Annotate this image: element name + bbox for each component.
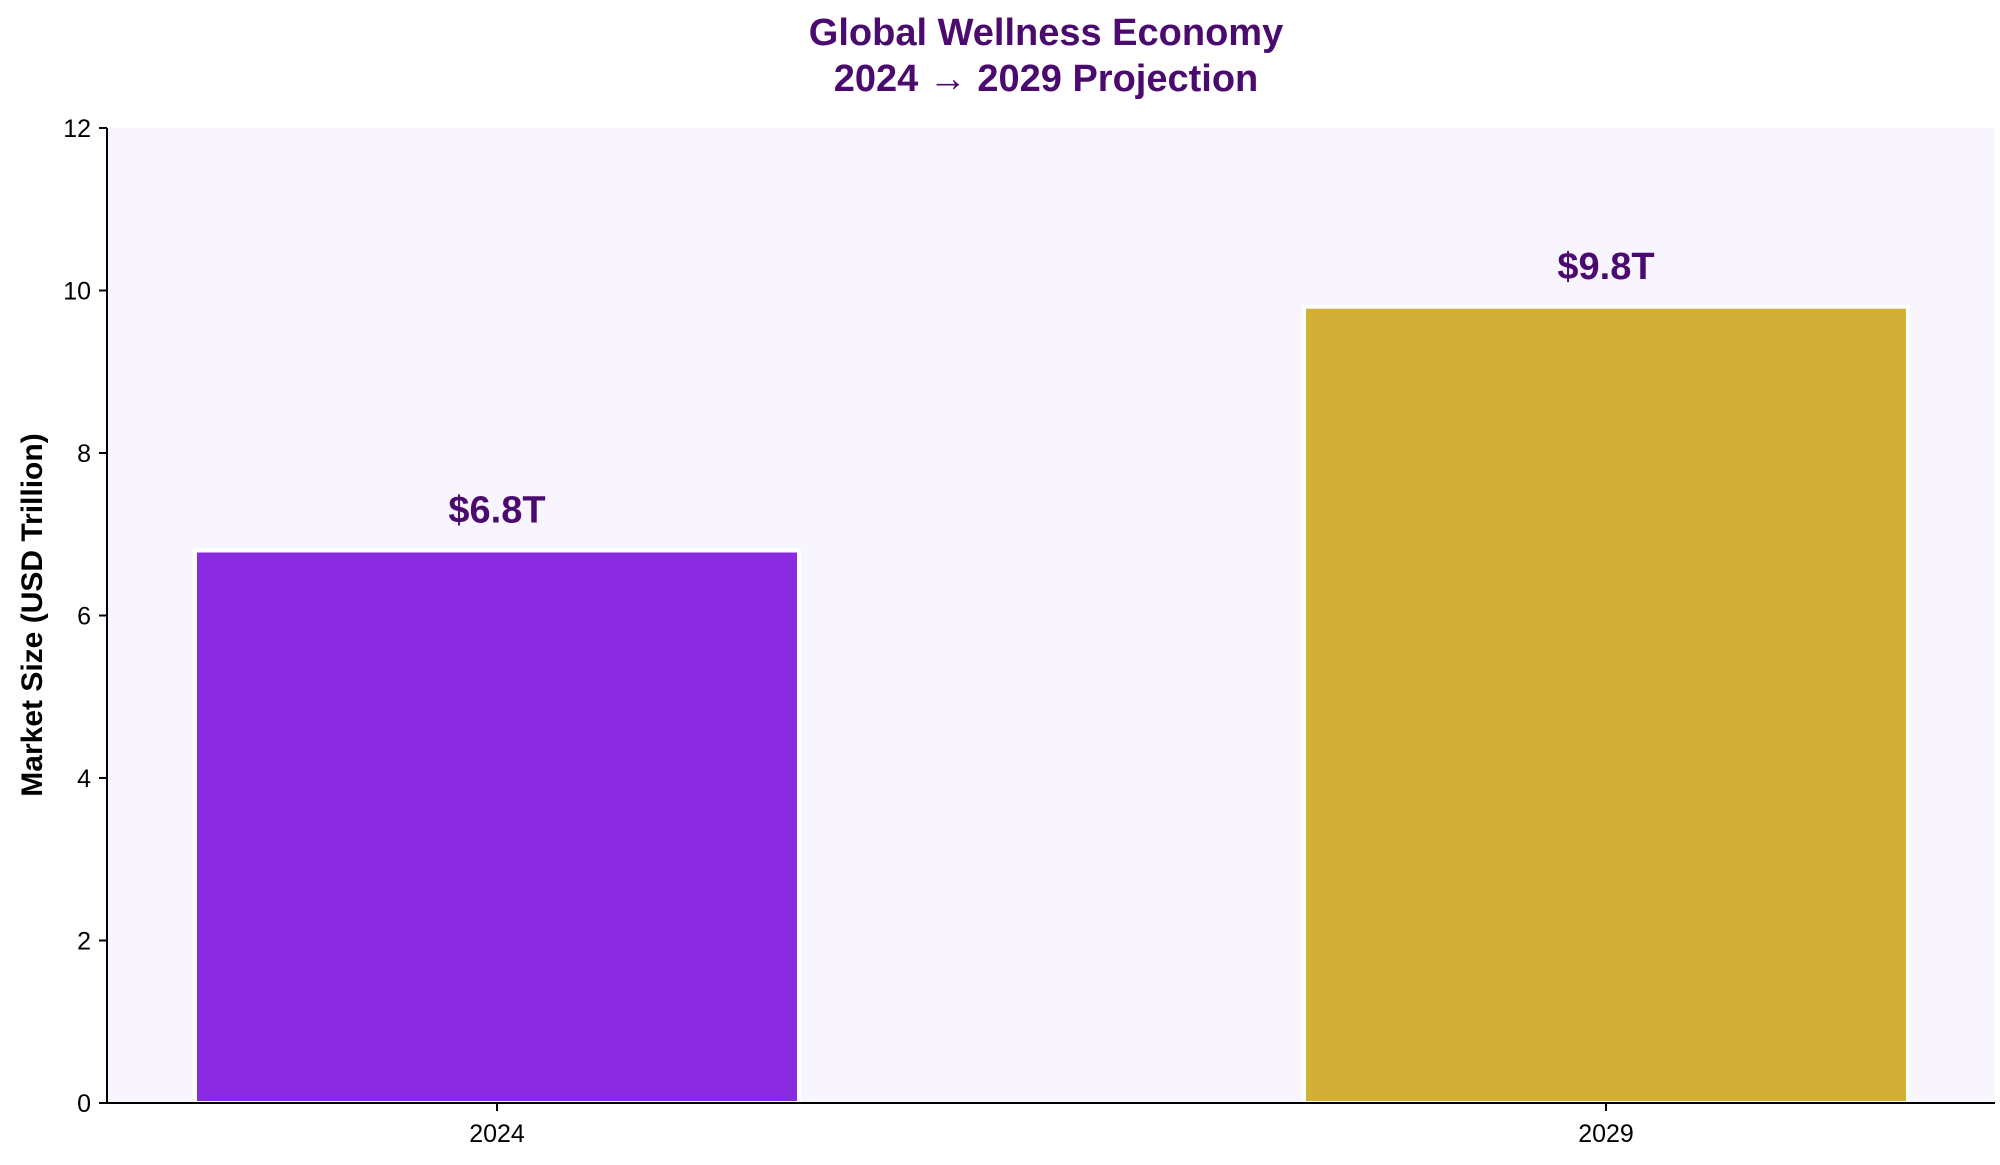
y-tick-label-2: 2 [77,928,91,956]
bars-group [193,304,1910,1105]
bar-2029 [1302,304,1910,1105]
bar-value-label-2029: $9.8T [1557,246,1654,288]
y-axis-label: Market Size (USD Trillion) [16,433,49,796]
x-ticks-group: 2024 2029 [469,1103,1634,1148]
bar-value-label-2024: $6.8T [448,490,545,532]
y-ticks-group: 0 2 4 6 8 10 12 [63,115,107,1118]
bar-labels-group: $6.8T $9.8T [448,246,1654,532]
y-tick-label-8: 8 [77,440,91,468]
chart-title-line-2: 2024 → 2029 Projection [834,58,1259,100]
bar-2024 [193,548,801,1105]
y-tick-label-12: 12 [63,115,91,143]
y-tick-label-0: 0 [77,1090,91,1118]
y-tick-label-10: 10 [63,278,91,306]
x-tick-label-2029: 2029 [1578,1120,1634,1148]
y-tick-label-4: 4 [77,765,91,793]
chart-title-line-1: Global Wellness Economy [809,12,1283,54]
x-tick-label-2024: 2024 [469,1120,525,1148]
y-tick-label-6: 6 [77,603,91,631]
